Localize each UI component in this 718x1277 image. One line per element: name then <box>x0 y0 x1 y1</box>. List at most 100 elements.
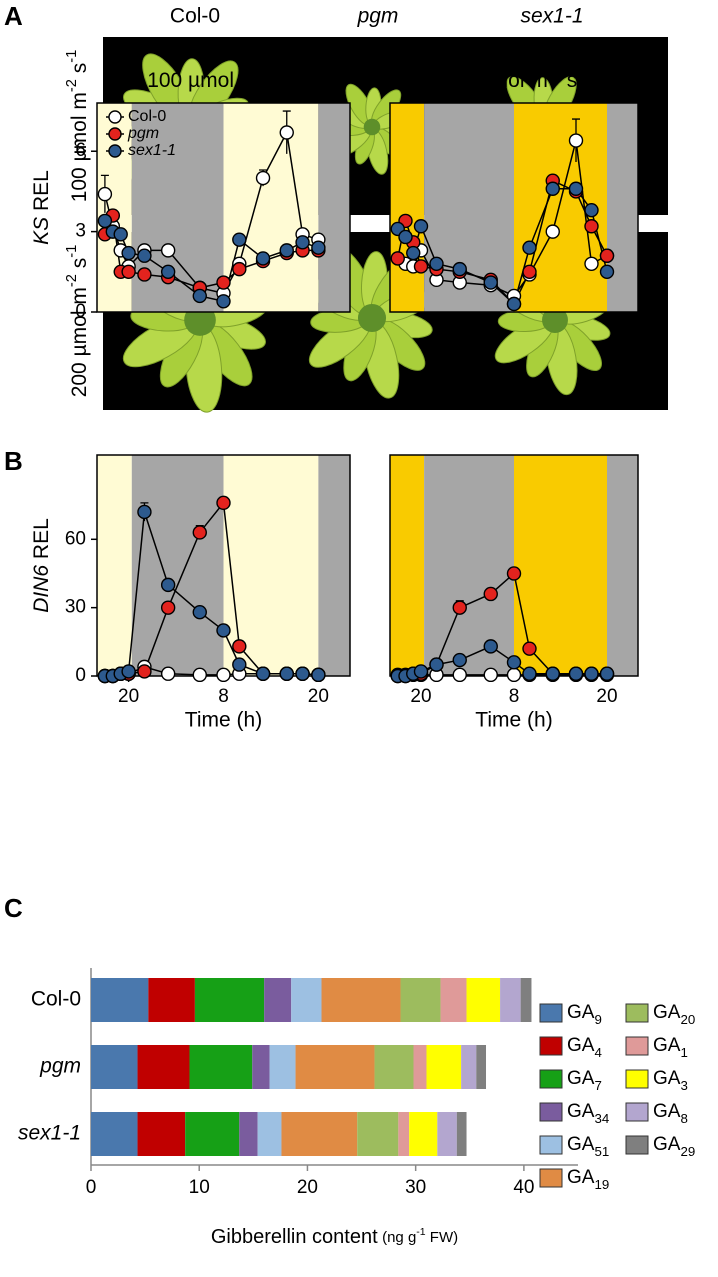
legend-label: GA4 <box>567 1035 602 1060</box>
data-point <box>584 202 599 218</box>
legend-swatch <box>625 1003 649 1023</box>
data-point <box>311 240 326 255</box>
legend-label: GA29 <box>653 1134 695 1159</box>
light-period <box>223 455 319 676</box>
data-point <box>390 251 405 266</box>
legend-swatch <box>539 1168 563 1188</box>
data-point <box>311 667 326 683</box>
legend-swatch <box>539 1069 563 1089</box>
bar-segment <box>257 1112 282 1156</box>
data-point <box>232 657 247 672</box>
bar-segment <box>91 978 149 1022</box>
legend-label: GA1 <box>653 1035 688 1060</box>
data-point <box>506 655 522 670</box>
x-tick-label: 20 <box>308 686 329 707</box>
data-point <box>545 181 560 196</box>
data-point <box>160 577 176 593</box>
bar-segment <box>91 1112 138 1156</box>
data-point <box>452 261 467 277</box>
bar-segment <box>295 1045 375 1089</box>
category-label: pgm <box>39 1055 81 1078</box>
x-axis-label: Gibberellin content <box>211 1226 378 1248</box>
bar-segment <box>461 1045 477 1089</box>
panel-letter: C <box>4 893 23 923</box>
legend-label: GA51 <box>567 1134 609 1159</box>
data-point <box>137 504 152 520</box>
data-point <box>137 248 152 263</box>
legend-marker <box>108 127 122 141</box>
x-axis-unit: (ng g-1 FW) <box>382 1226 458 1246</box>
legend-label: GA20 <box>653 1002 695 1027</box>
data-point <box>452 652 467 668</box>
data-point <box>97 186 113 202</box>
data-point <box>522 240 537 255</box>
light-period <box>131 455 224 676</box>
data-point <box>522 641 537 656</box>
legend-label: GA9 <box>567 1002 602 1027</box>
light-period <box>318 455 350 676</box>
bar-segment <box>148 978 195 1022</box>
plot-frame <box>389 102 639 313</box>
bar-segment <box>91 1045 138 1089</box>
x-axis-label: Gibberellin content (ng g-1 FW) <box>211 1226 458 1249</box>
data-point <box>483 586 498 602</box>
bar-segment <box>440 978 467 1022</box>
rosette-center <box>357 303 387 333</box>
data-point <box>568 133 584 148</box>
bar-segment <box>291 978 322 1022</box>
legend-label: pgm <box>127 125 159 142</box>
data-point <box>216 275 231 290</box>
data-point <box>483 667 498 683</box>
y-tick-label: 3 <box>75 221 86 242</box>
light-period <box>390 455 425 676</box>
data-point <box>506 667 522 683</box>
data-point <box>413 664 429 679</box>
data-point <box>295 235 310 250</box>
y-tick-label: 30 <box>65 597 86 618</box>
data-point <box>584 666 599 681</box>
data-point <box>216 667 231 683</box>
rosette-center <box>542 307 568 333</box>
data-point <box>160 243 176 258</box>
data-point <box>255 666 271 681</box>
panel-letter: A <box>4 1 23 31</box>
y-tick-label: 0 <box>75 665 86 686</box>
bar-segment <box>321 978 401 1022</box>
legend-swatch <box>625 1135 649 1155</box>
legend-swatch <box>625 1036 649 1056</box>
bar-segment <box>409 1112 438 1156</box>
data-point <box>192 605 207 620</box>
data-point <box>232 232 247 247</box>
x-axis-label: Time (h) <box>475 709 552 732</box>
legend-swatch <box>539 1102 563 1122</box>
bar-segment <box>264 978 292 1022</box>
data-point <box>413 259 429 274</box>
category-label: sex1-1 <box>18 1122 81 1145</box>
data-point <box>279 666 294 681</box>
data-point <box>429 657 444 672</box>
x-tick-label: 40 <box>513 1177 534 1198</box>
y-tick-label: 6 <box>75 140 86 161</box>
legend-swatch <box>539 1003 563 1023</box>
data-point <box>584 256 599 271</box>
bar-segment <box>413 1045 427 1089</box>
legend-label: GA7 <box>567 1068 602 1093</box>
light-period <box>318 103 350 312</box>
data-point <box>232 639 247 654</box>
data-point <box>192 288 207 304</box>
data-point <box>160 600 176 615</box>
bar-segment <box>398 1112 410 1156</box>
category-label: Col-0 <box>31 988 81 1011</box>
data-point <box>568 666 584 681</box>
data-point <box>255 251 271 266</box>
bar-segment <box>456 1112 467 1156</box>
bar-segment <box>252 1045 270 1089</box>
x-axis-label: Time (h) <box>185 709 262 732</box>
data-point <box>522 264 537 280</box>
data-point <box>506 566 522 581</box>
x-tick-label: 8 <box>509 686 520 707</box>
chart-title: 200 µmol m-2 s-1 <box>438 65 591 92</box>
data-point <box>121 264 136 280</box>
legend-swatch <box>625 1069 649 1089</box>
